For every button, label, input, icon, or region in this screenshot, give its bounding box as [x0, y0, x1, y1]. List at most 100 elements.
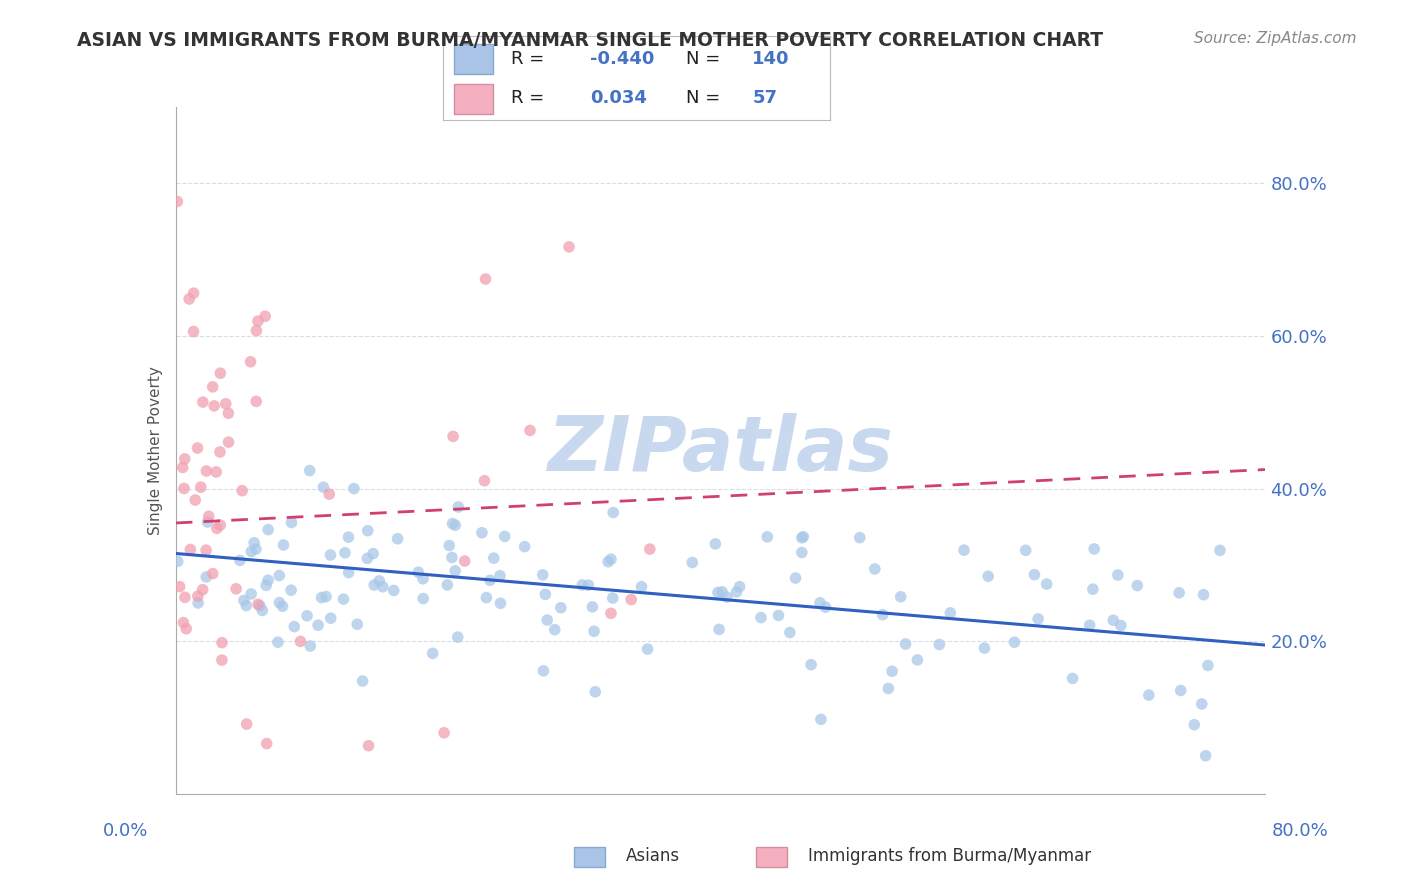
- Point: [295, 608, 318, 623]
- Point: [576, 578, 599, 592]
- Point: [814, 600, 837, 615]
- Point: [299, 639, 322, 653]
- Point: [183, 325, 205, 339]
- FancyBboxPatch shape: [454, 84, 494, 113]
- Point: [315, 590, 337, 604]
- Point: [173, 451, 195, 466]
- Point: [1107, 568, 1129, 582]
- Point: [211, 635, 233, 649]
- Point: [583, 685, 606, 699]
- Point: [482, 551, 505, 566]
- Point: [249, 599, 271, 613]
- Point: [1004, 635, 1026, 649]
- Text: 80.0%: 80.0%: [1272, 822, 1329, 840]
- Point: [536, 613, 558, 627]
- Point: [602, 591, 624, 605]
- Point: [271, 599, 294, 614]
- Point: [387, 532, 409, 546]
- Point: [600, 607, 623, 621]
- Point: [571, 578, 593, 592]
- Point: [201, 566, 224, 581]
- Point: [208, 445, 231, 459]
- Point: [209, 366, 232, 380]
- Point: [267, 635, 290, 649]
- Point: [290, 634, 312, 648]
- Point: [581, 599, 603, 614]
- Text: 140: 140: [752, 50, 790, 68]
- Point: [810, 712, 832, 726]
- Point: [191, 395, 214, 409]
- Point: [217, 406, 239, 420]
- Text: N =: N =: [686, 88, 727, 106]
- Point: [174, 591, 197, 605]
- Point: [544, 623, 567, 637]
- Point: [716, 590, 738, 604]
- Point: [558, 240, 581, 254]
- Point: [186, 441, 208, 455]
- Point: [211, 653, 233, 667]
- Text: -0.440: -0.440: [591, 50, 654, 68]
- Point: [630, 580, 652, 594]
- Point: [534, 587, 557, 601]
- Text: R =: R =: [510, 88, 550, 106]
- Point: [977, 569, 1000, 583]
- Point: [1170, 683, 1192, 698]
- Point: [474, 474, 496, 488]
- Point: [337, 566, 360, 580]
- Point: [1083, 541, 1105, 556]
- Point: [471, 525, 494, 540]
- Point: [1209, 543, 1232, 558]
- Point: [172, 460, 194, 475]
- Point: [166, 554, 188, 568]
- Point: [232, 593, 254, 607]
- Point: [243, 536, 266, 550]
- Point: [905, 653, 928, 667]
- Point: [583, 624, 606, 639]
- Point: [172, 615, 194, 630]
- Point: [406, 566, 429, 580]
- Point: [848, 531, 870, 545]
- Text: 0.034: 0.034: [591, 88, 647, 106]
- Point: [311, 591, 333, 605]
- Point: [800, 657, 823, 672]
- Point: [412, 572, 434, 586]
- Point: [235, 599, 257, 613]
- Point: [202, 399, 225, 413]
- Point: [433, 726, 456, 740]
- Point: [711, 584, 734, 599]
- Point: [195, 464, 218, 478]
- Point: [707, 585, 730, 599]
- Point: [205, 465, 228, 479]
- Text: ZIPatlas: ZIPatlas: [547, 414, 894, 487]
- Text: ASIAN VS IMMIGRANTS FROM BURMA/MYANMAR SINGLE MOTHER POVERTY CORRELATION CHART: ASIAN VS IMMIGRANTS FROM BURMA/MYANMAR S…: [77, 31, 1104, 50]
- Point: [361, 547, 384, 561]
- Point: [894, 637, 917, 651]
- Point: [489, 596, 512, 610]
- Point: [756, 530, 779, 544]
- Point: [489, 568, 512, 582]
- Point: [890, 590, 912, 604]
- Point: [240, 544, 263, 558]
- Point: [1197, 658, 1219, 673]
- Point: [1191, 697, 1213, 711]
- Point: [533, 664, 555, 678]
- Point: [273, 538, 295, 552]
- Point: [197, 515, 219, 529]
- Point: [953, 543, 976, 558]
- Point: [939, 606, 962, 620]
- Point: [209, 518, 232, 533]
- Point: [166, 194, 188, 209]
- Point: [1137, 688, 1160, 702]
- Point: [531, 567, 554, 582]
- Point: [198, 509, 221, 524]
- Point: [444, 518, 467, 533]
- Point: [257, 523, 280, 537]
- Point: [1102, 613, 1125, 627]
- Point: [598, 555, 620, 569]
- Text: N =: N =: [686, 50, 727, 68]
- Point: [319, 611, 342, 625]
- Point: [1081, 582, 1104, 596]
- Point: [173, 482, 195, 496]
- Point: [779, 625, 801, 640]
- Point: [368, 574, 391, 588]
